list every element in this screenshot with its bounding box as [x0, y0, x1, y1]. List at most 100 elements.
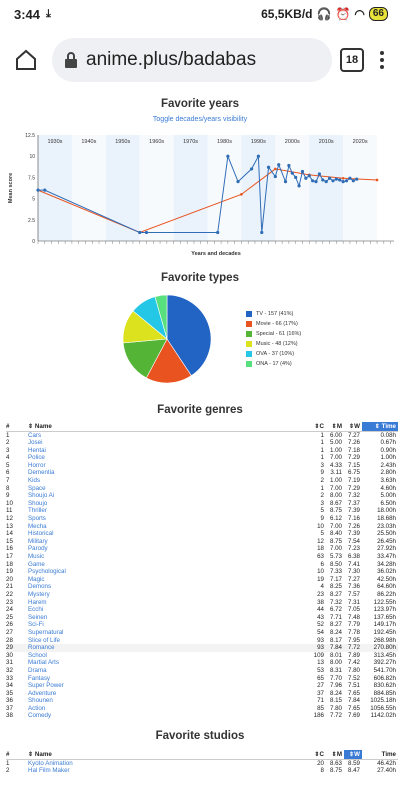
name-cell[interactable]: Hentai: [28, 446, 46, 454]
name-cell[interactable]: Sci-Fi: [28, 621, 44, 629]
name-cell[interactable]: School: [28, 651, 47, 659]
name-cell[interactable]: Hal Film Maker: [28, 767, 70, 775]
studio-col-count-header[interactable]: ⇕C: [310, 750, 326, 760]
name-cell[interactable]: Dementia: [28, 469, 55, 477]
count-cell: 53: [317, 666, 324, 674]
studio-col-name-header[interactable]: ⇕ Name: [28, 750, 310, 760]
name-cell[interactable]: Josei: [28, 439, 43, 447]
overflow-menu-button[interactable]: [372, 51, 392, 69]
rank-cell: 14: [6, 530, 13, 538]
weighted-cell: 7.31: [347, 598, 360, 606]
name-cell[interactable]: Kyoto Animation: [28, 759, 73, 767]
studio-col-weighted-header[interactable]: ⇕W: [344, 750, 362, 760]
time-cell: 42.50h: [377, 575, 396, 583]
year-point: [344, 179, 349, 183]
rank-cell: 20: [6, 575, 13, 583]
mean-cell: 8.63: [329, 759, 342, 767]
name-cell[interactable]: Psychological: [28, 568, 66, 576]
studio-col-mean-header[interactable]: ⇕M: [326, 750, 344, 760]
name-cell[interactable]: Martial Arts: [28, 659, 59, 667]
genre-row: 33 Fantasy 65 7.70 7.52 606.82h: [6, 675, 398, 683]
time-cell: 3.63h: [380, 477, 396, 485]
time-cell: 23.03h: [377, 522, 396, 530]
name-cell[interactable]: Ecchi: [28, 606, 44, 614]
col-name-header[interactable]: ⇕ Name: [28, 422, 310, 432]
legend-item[interactable]: TV - 157 (41%): [246, 309, 301, 319]
time-cell: 1025.18h: [370, 697, 396, 705]
name-cell[interactable]: Mecha: [28, 522, 47, 530]
name-cell[interactable]: Slice of Life: [28, 636, 60, 644]
toggle-decades-link[interactable]: Toggle decades/years visibility: [152, 116, 248, 123]
name-cell[interactable]: Kids: [28, 477, 41, 485]
rank-cell: 30: [6, 651, 13, 659]
name-cell[interactable]: Super Power: [28, 682, 64, 690]
home-button[interactable]: [8, 42, 44, 78]
rank-cell: 38: [6, 712, 13, 720]
time-cell: 36.02h: [377, 568, 396, 576]
rank-cell: 16: [6, 545, 13, 553]
col-time-header[interactable]: ⇕ Time: [362, 422, 398, 432]
name-cell[interactable]: Drama: [28, 666, 47, 674]
name-cell[interactable]: Magic: [28, 575, 45, 583]
legend-item[interactable]: Music - 48 (12%): [246, 339, 301, 349]
rank-cell: 23: [6, 598, 13, 606]
name-cell[interactable]: Demons: [28, 583, 52, 591]
name-cell[interactable]: Shoujo: [28, 499, 48, 507]
name-cell[interactable]: Cars: [28, 431, 42, 439]
mean-cell: 6.00: [329, 431, 342, 439]
name-cell[interactable]: Shoujo Ai: [28, 492, 55, 500]
count-cell: 18: [317, 545, 324, 553]
legend-label: TV - 157 (41%): [256, 311, 294, 317]
name-cell[interactable]: Police: [28, 454, 45, 462]
name-cell[interactable]: Seinen: [28, 613, 48, 621]
count-cell: 109: [313, 651, 324, 659]
name-cell[interactable]: Comedy: [28, 712, 52, 720]
name-cell[interactable]: Historical: [28, 530, 54, 538]
time-cell: 0.08h: [380, 431, 396, 439]
name-cell[interactable]: Horror: [28, 461, 46, 469]
name-cell[interactable]: Music: [28, 553, 45, 560]
genre-row: 31 Martial Arts 13 8.00 7.42 392.27h: [6, 659, 398, 667]
col-mean-header[interactable]: ⇕M: [326, 422, 344, 432]
legend-item[interactable]: OVA - 37 (10%): [246, 349, 301, 359]
weighted-cell: 7.72: [344, 644, 362, 652]
count-cell: 5: [320, 507, 324, 515]
tab-switcher-button[interactable]: 18: [340, 48, 364, 72]
name-cell[interactable]: Shounen: [28, 697, 53, 705]
rank-cell: 11: [6, 507, 13, 515]
name-cell[interactable]: Action: [28, 704, 46, 712]
name-cell[interactable]: Sports: [28, 515, 46, 523]
name-cell[interactable]: Game: [28, 560, 45, 568]
name-cell[interactable]: Supernatural: [28, 628, 64, 636]
count-cell: 43: [317, 613, 324, 621]
col-weighted-header[interactable]: ⇕W: [344, 422, 362, 432]
studio-col-rank-header[interactable]: #: [6, 750, 28, 760]
time-cell: 4.60h: [380, 484, 396, 492]
studio-col-time-header[interactable]: Time: [362, 750, 398, 760]
name-cell[interactable]: Parody: [28, 545, 48, 553]
col-rank-header[interactable]: #: [6, 422, 28, 432]
rank-cell: 15: [6, 537, 13, 545]
name-cell[interactable]: Thriller: [28, 507, 47, 515]
name-cell[interactable]: Military: [28, 537, 48, 545]
address-bar[interactable]: anime.plus/badabas: [52, 38, 332, 82]
decade-band: [38, 135, 72, 241]
rank-cell: 2: [6, 439, 10, 447]
legend-item[interactable]: Movie - 66 (17%): [246, 319, 301, 329]
studios-table: # ⇕ Name ⇕C ⇕M ⇕W Time 1 Kyoto Animation 2…: [6, 750, 398, 775]
name-cell[interactable]: Adventure: [28, 689, 57, 697]
legend-item[interactable]: ONA - 17 (4%): [246, 359, 301, 369]
genre-row: 29 Romance 93 7.84 7.72 270.80h: [6, 644, 398, 652]
name-cell[interactable]: Mystery: [28, 590, 50, 598]
name-cell[interactable]: Romance: [28, 644, 310, 652]
name-cell[interactable]: Space: [28, 484, 46, 492]
name-cell[interactable]: Fantasy: [28, 674, 51, 682]
weighted-cell: 7.19: [347, 477, 360, 485]
count-cell: 65: [317, 674, 324, 682]
col-count-header[interactable]: ⇕C: [310, 422, 326, 432]
name-cell[interactable]: Harem: [28, 598, 47, 606]
network-speed: 65,5KB/d: [261, 7, 313, 21]
weighted-cell: 7.32: [347, 492, 360, 500]
legend-item[interactable]: Special - 61 (16%): [246, 329, 301, 339]
decade-band: [139, 135, 174, 241]
